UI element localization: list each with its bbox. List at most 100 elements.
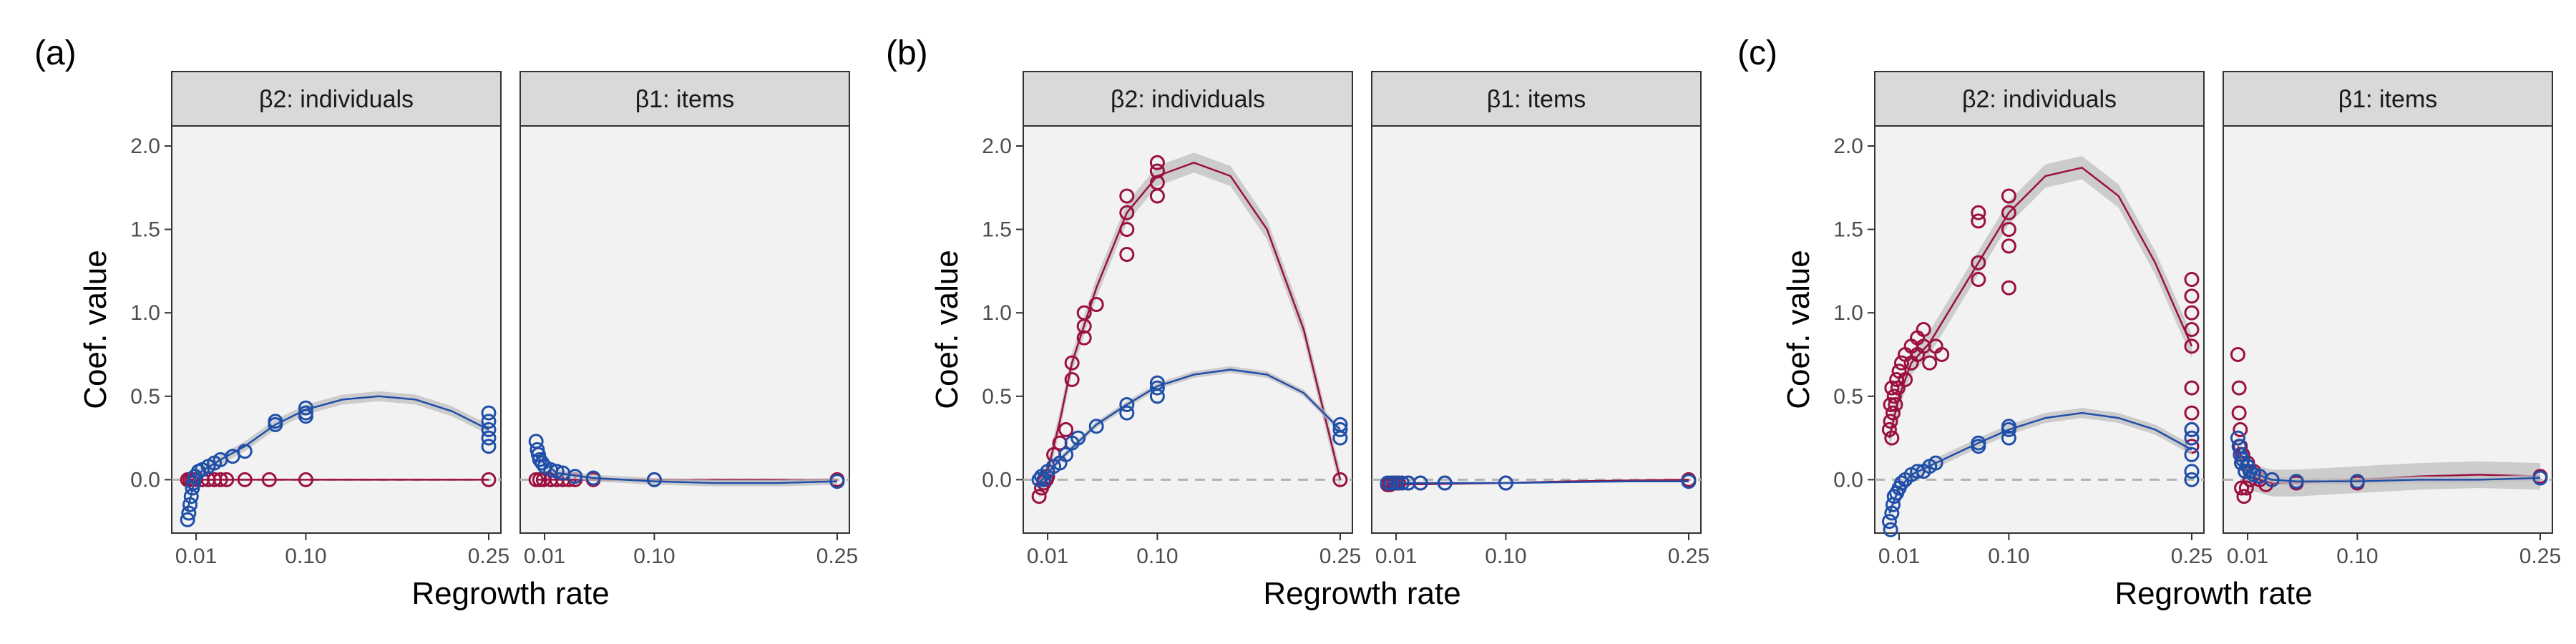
data-point bbox=[1332, 472, 1348, 487]
data-point bbox=[2184, 380, 2200, 396]
data-point bbox=[1884, 430, 1900, 446]
x-tick-label: 0.10 bbox=[1485, 545, 1526, 568]
x-tick-label: 0.25 bbox=[2171, 545, 2212, 568]
data-point bbox=[481, 472, 497, 487]
x-tick-label: 0.01 bbox=[1027, 545, 1068, 568]
facet-strip-label: β2: individuals bbox=[1111, 86, 1265, 113]
y-tick-label: 2.0 bbox=[982, 135, 1012, 158]
data-point bbox=[1149, 163, 1165, 179]
data-point bbox=[585, 470, 601, 486]
data-point bbox=[2532, 470, 2548, 486]
x-tick-label: 0.25 bbox=[468, 545, 509, 568]
series-blue bbox=[528, 434, 845, 489]
series-blue bbox=[2230, 430, 2548, 489]
y-tick-label: 1.0 bbox=[1833, 301, 1863, 325]
data-point bbox=[1437, 475, 1453, 491]
series-blue bbox=[1031, 366, 1348, 487]
data-point bbox=[2184, 472, 2200, 487]
x-tick-label: 0.25 bbox=[1668, 545, 1709, 568]
facet-strip bbox=[1371, 71, 1702, 127]
data-point bbox=[1076, 330, 1092, 346]
data-point bbox=[2001, 430, 2016, 446]
data-point bbox=[2184, 305, 2200, 321]
data-point bbox=[1076, 318, 1092, 334]
data-point bbox=[2288, 474, 2304, 489]
data-point bbox=[1922, 355, 1938, 371]
data-point bbox=[1886, 389, 1902, 404]
x-tick-label: 0.10 bbox=[1136, 545, 1178, 568]
data-point bbox=[1888, 396, 1903, 412]
confidence-band bbox=[1889, 156, 2192, 450]
x-tick-label: 0.01 bbox=[175, 545, 217, 568]
x-tick-label: 0.01 bbox=[2227, 545, 2268, 568]
data-point bbox=[1881, 421, 1897, 437]
y-tick-label: 1.5 bbox=[130, 218, 160, 242]
data-point bbox=[181, 505, 197, 521]
data-point bbox=[2184, 288, 2200, 304]
data-point bbox=[481, 421, 497, 437]
data-point bbox=[1883, 522, 1898, 537]
data-point bbox=[1893, 475, 1909, 491]
data-point bbox=[481, 414, 497, 429]
series-blue bbox=[180, 391, 497, 527]
data-point bbox=[2184, 421, 2200, 437]
data-point bbox=[1070, 430, 1086, 446]
y-axis-title: Coef. value bbox=[1781, 250, 1816, 409]
data-point bbox=[1971, 205, 1986, 220]
data-point bbox=[1971, 255, 1986, 270]
x-axis-title: Regrowth rate bbox=[411, 576, 609, 611]
fit-line bbox=[1387, 480, 1689, 484]
x-tick-label: 0.10 bbox=[285, 545, 326, 568]
data-point bbox=[2001, 419, 2016, 434]
y-tick-label: 0.0 bbox=[1833, 468, 1863, 492]
data-point bbox=[1928, 455, 1943, 471]
facet-0-0: β2: individuals 0.01 0.10 0.25 0.0 0.5 1.0 1.5 2… bbox=[130, 71, 509, 568]
data-point bbox=[2184, 322, 2200, 337]
facet-strip-label: β2: individuals bbox=[1962, 86, 2117, 113]
data-point bbox=[1119, 188, 1135, 204]
data-point bbox=[2349, 474, 2365, 489]
data-point bbox=[182, 497, 198, 512]
data-point bbox=[1119, 405, 1135, 421]
x-tick-label: 0.01 bbox=[1375, 545, 1417, 568]
y-tick-label: 0.0 bbox=[982, 468, 1012, 492]
data-point bbox=[298, 409, 313, 424]
data-point bbox=[1886, 489, 1902, 504]
data-point bbox=[1064, 355, 1080, 371]
data-point bbox=[2231, 405, 2247, 421]
y-tick-label: 2.0 bbox=[130, 135, 160, 158]
data-point bbox=[1910, 464, 1926, 479]
data-point bbox=[1916, 322, 1931, 337]
data-point bbox=[2184, 405, 2200, 421]
data-point bbox=[2184, 272, 2200, 288]
data-point bbox=[2233, 421, 2248, 437]
x-tick-label: 0.10 bbox=[2336, 545, 2378, 568]
data-point bbox=[1890, 380, 1906, 396]
data-point bbox=[1332, 416, 1348, 432]
chart-group-1: (b) β2: individuals 0.01 0.10 0.25 0.0 0.5 1.0 1… bbox=[886, 34, 1709, 611]
y-axis-title: Coef. value bbox=[930, 250, 965, 409]
x-tick-label: 0.25 bbox=[2519, 545, 2561, 568]
data-point bbox=[1681, 474, 1697, 489]
data-point bbox=[225, 449, 240, 464]
data-point bbox=[2001, 188, 2016, 204]
data-point bbox=[1884, 505, 1900, 521]
data-point bbox=[2184, 447, 2200, 462]
facet-strip-label: β2: individuals bbox=[259, 86, 414, 113]
data-point bbox=[1149, 380, 1165, 396]
fit-line bbox=[1038, 161, 1342, 489]
panel-label: (c) bbox=[1737, 34, 1777, 72]
facet-2-1: β1: items 0.01 0.10 0.25 bbox=[2223, 71, 2561, 568]
data-point bbox=[180, 512, 195, 527]
y-axis-title: Coef. value bbox=[78, 250, 113, 409]
data-point bbox=[2264, 472, 2280, 487]
data-point bbox=[1149, 155, 1165, 170]
data-point bbox=[829, 474, 845, 489]
x-axis-title: Regrowth rate bbox=[1263, 576, 1460, 611]
data-point bbox=[1119, 247, 1135, 263]
x-tick-label: 0.25 bbox=[816, 545, 858, 568]
data-point bbox=[1898, 371, 1913, 387]
data-point bbox=[1119, 222, 1135, 238]
data-point bbox=[2231, 380, 2247, 396]
